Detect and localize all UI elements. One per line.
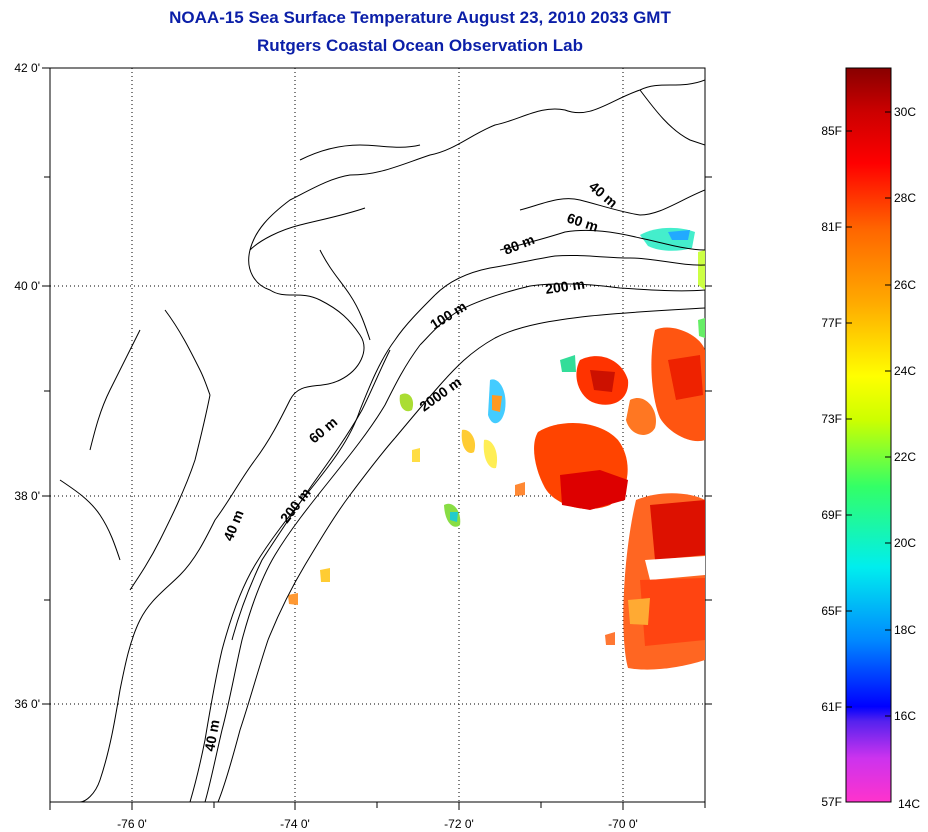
colorbar-c-label: 26C <box>894 278 916 292</box>
lon-label: -72 0' <box>444 817 474 831</box>
colorbar-c-label: 22C <box>894 450 916 464</box>
lon-label: -74 0' <box>280 817 310 831</box>
map-title: NOAA-15 Sea Surface Temperature August 2… <box>169 8 671 27</box>
colorbar-c-labels: 30C 28C 26C 24C 22C 20C 18C 16C 14C <box>894 105 920 811</box>
latitude-labels: 42 0' 40 0' 38 0' 36 0' <box>14 61 40 711</box>
axis-ticks <box>42 67 712 810</box>
longitude-labels: -76 0' -74 0' -72 0' -70 0' <box>117 817 638 831</box>
colorbar-c-label: 28C <box>894 191 916 205</box>
lat-label: 42 0' <box>14 61 40 75</box>
sst-patches <box>288 227 705 670</box>
bathymetry-contours <box>189 189 705 802</box>
colorbar-c-label: 16C <box>894 709 916 723</box>
colorbar-f-label: 73F <box>821 412 842 426</box>
colorbar-c-label: 30C <box>894 105 916 119</box>
colorbar-f-label: 85F <box>821 124 842 138</box>
contour-label-40m-south: 40 m <box>201 718 222 752</box>
colorbar-f-labels: 85F 81F 77F 73F 69F 65F 61F 57F <box>821 124 842 809</box>
colorbar-c-label: 14C <box>898 797 920 811</box>
lat-label: 38 0' <box>14 489 40 503</box>
colorbar-f-label: 77F <box>821 316 842 330</box>
lat-label: 36 0' <box>14 697 40 711</box>
colorbar-c-label: 20C <box>894 536 916 550</box>
colorbar-ticks <box>846 111 891 717</box>
colorbar-f-label: 61F <box>821 700 842 714</box>
colorbar-f-label: 69F <box>821 508 842 522</box>
colorbar-c-label: 18C <box>894 623 916 637</box>
colorbar-f-label: 65F <box>821 604 842 618</box>
lat-label: 40 0' <box>14 279 40 293</box>
contour-label-200m-north: 200 m <box>544 276 586 297</box>
colorbar-c-label: 24C <box>894 364 916 378</box>
map-subtitle: Rutgers Coastal Ocean Observation Lab <box>257 36 583 55</box>
colorbar <box>845 67 892 803</box>
lon-label: -76 0' <box>117 817 147 831</box>
lon-label: -70 0' <box>608 817 638 831</box>
coastline <box>59 79 705 802</box>
colorbar-f-label: 57F <box>821 795 842 809</box>
colorbar-f-label: 81F <box>821 220 842 234</box>
